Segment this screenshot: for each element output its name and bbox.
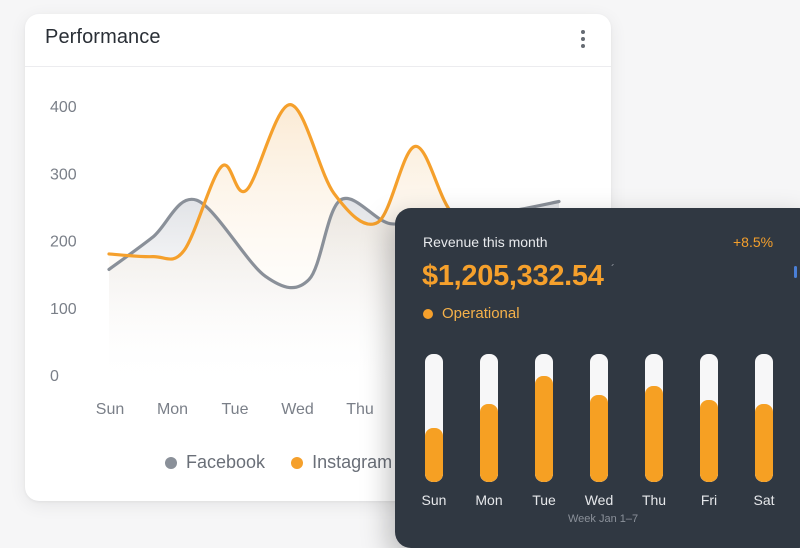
point-instagram — [284, 99, 296, 111]
chart-legend: Facebook Instagram — [165, 452, 392, 473]
bar-track — [590, 354, 608, 482]
legend-item-instagram[interactable]: Instagram — [291, 452, 392, 473]
x-tick-label: Sun — [96, 401, 124, 418]
bar-fill — [590, 395, 608, 482]
bar-track — [480, 354, 498, 482]
bar-fill — [645, 386, 663, 482]
revenue-amount-suffix: ´ — [611, 262, 615, 276]
point-instagram — [178, 245, 190, 257]
point-instagram — [241, 184, 253, 196]
point-instagram — [216, 161, 228, 173]
legend-label-instagram: Instagram — [312, 452, 393, 472]
bar-fill — [535, 376, 553, 482]
bar-fill — [425, 428, 443, 482]
more-vertical-icon[interactable] — [573, 26, 593, 52]
bar-fill — [755, 404, 773, 482]
point-facebook — [147, 231, 159, 243]
point-facebook — [191, 194, 203, 206]
bar-day-label: Tue — [532, 492, 556, 508]
y-tick-label: 200 — [50, 234, 77, 251]
legend-item-facebook[interactable]: Facebook — [165, 452, 265, 473]
bar-day-label: Mon — [475, 492, 503, 508]
point-instagram — [147, 251, 159, 263]
revenue-amount: $1,205,332.54 — [422, 260, 604, 292]
legend-dot-instagram — [291, 456, 304, 469]
point-instagram — [409, 140, 421, 152]
bar-fill — [700, 400, 718, 482]
bar-day-label: Fri — [700, 492, 718, 508]
point-instagram — [372, 216, 384, 228]
bar-day-label: Sat — [753, 492, 775, 508]
bar-fill — [480, 404, 498, 482]
bar-track — [700, 354, 718, 482]
y-tick-label: 400 — [50, 99, 77, 116]
bar-track — [755, 354, 773, 482]
point-facebook — [303, 274, 315, 286]
revenue-change-badge: +8.5% — [733, 234, 774, 250]
edge-indicator — [794, 266, 797, 278]
point-instagram — [328, 187, 340, 199]
bar-day-label: Sun — [421, 492, 447, 508]
status-text: Operational — [442, 305, 520, 322]
bar-day-label: Thu — [641, 492, 667, 508]
x-tick-label: Wed — [281, 401, 314, 418]
y-tick-label: 0 — [50, 368, 59, 385]
x-tick-label: Tue — [222, 401, 249, 418]
revenue-label: Revenue this month — [423, 234, 548, 250]
legend-dot-facebook — [165, 456, 177, 469]
revenue-card: Revenue this month +8.5% $1,205,332.54 ´… — [395, 208, 800, 548]
bar-track — [535, 354, 553, 482]
y-tick-label: 300 — [50, 166, 77, 183]
point-facebook — [103, 263, 115, 275]
status-indicator: Operational — [423, 305, 520, 322]
legend-label-facebook: Facebook — [186, 452, 266, 472]
status-dot-icon — [423, 308, 433, 319]
revenue-chart-caption: Week Jan 1–7 — [568, 513, 639, 525]
bar-day-label: Wed — [584, 492, 614, 508]
x-tick-label: Thu — [346, 401, 374, 418]
x-tick-label: Mon — [157, 401, 188, 418]
bar-track — [645, 354, 663, 482]
y-tick-label: 100 — [50, 301, 77, 318]
point-instagram — [103, 248, 115, 260]
page-title: Performance — [45, 26, 161, 48]
performance-header: Performance — [25, 14, 611, 67]
bar-track — [425, 354, 443, 482]
point-facebook — [259, 270, 271, 282]
